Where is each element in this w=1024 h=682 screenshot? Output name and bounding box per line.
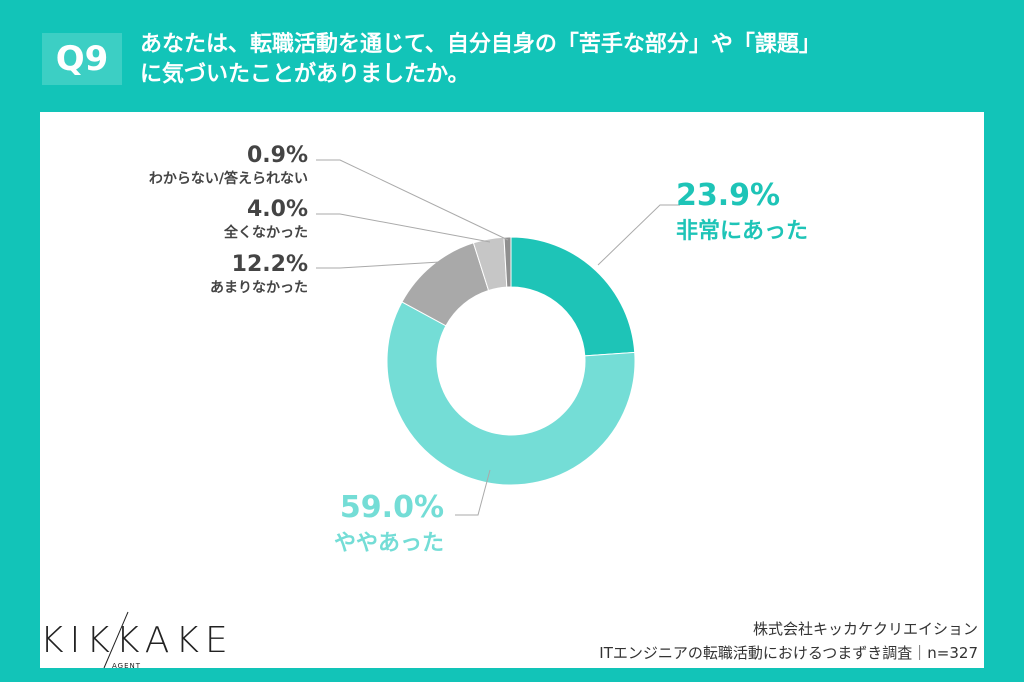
value-label: 23.9% bbox=[676, 178, 781, 213]
donut-segment-0 bbox=[510, 236, 636, 357]
category-label: 全くなかった bbox=[224, 225, 308, 241]
leader-line bbox=[597, 204, 680, 266]
company-name: 株式会社キッカケクリエイション bbox=[752, 620, 978, 638]
value-label: 0.9% bbox=[246, 143, 308, 168]
category-label: あまりなかった bbox=[210, 280, 308, 296]
donut-segment-4 bbox=[503, 236, 512, 288]
label-somewhat: 59.0% ややあった bbox=[334, 490, 444, 557]
category-label: わからない/答えられない bbox=[148, 171, 308, 187]
question-line-1: あなたは、転職活動を通じて、自分自身の「苦手な部分」や「課題」 bbox=[140, 32, 821, 57]
value-label: 12.2% bbox=[231, 252, 308, 277]
leader-line bbox=[316, 159, 509, 241]
chart-card bbox=[40, 112, 984, 668]
label-dontknow: 0.9% わからない/答えられない bbox=[149, 143, 308, 188]
category-label: ややあった bbox=[333, 531, 444, 556]
label-very: 23.9% 非常にあった bbox=[676, 178, 808, 245]
question-title: あなたは、転職活動を通じて、自分自身の「苦手な部分」や「課題」 に気づいたことが… bbox=[140, 30, 1000, 90]
value-label: 59.0% bbox=[339, 490, 444, 525]
category-label: 非常にあった bbox=[676, 219, 809, 244]
question-number-badge: Q9 bbox=[42, 33, 122, 85]
question-line-2: に気づいたことがありましたか。 bbox=[140, 62, 470, 87]
survey-name: ITエンジニアの転職活動におけるつまずき調査｜n=327 bbox=[599, 644, 978, 662]
leader-line bbox=[316, 213, 491, 243]
leader-line bbox=[316, 261, 441, 269]
leader-line bbox=[455, 469, 491, 516]
logo-sub: AGENT bbox=[112, 662, 142, 670]
logo-slash bbox=[103, 611, 129, 669]
kikkake-logo: KIKKAKE bbox=[40, 620, 234, 661]
value-label: 4.0% bbox=[246, 197, 308, 222]
label-little: 12.2% あまりなかった bbox=[210, 252, 308, 297]
label-none: 4.0% 全くなかった bbox=[224, 197, 308, 242]
donut-segment-1 bbox=[386, 301, 636, 486]
